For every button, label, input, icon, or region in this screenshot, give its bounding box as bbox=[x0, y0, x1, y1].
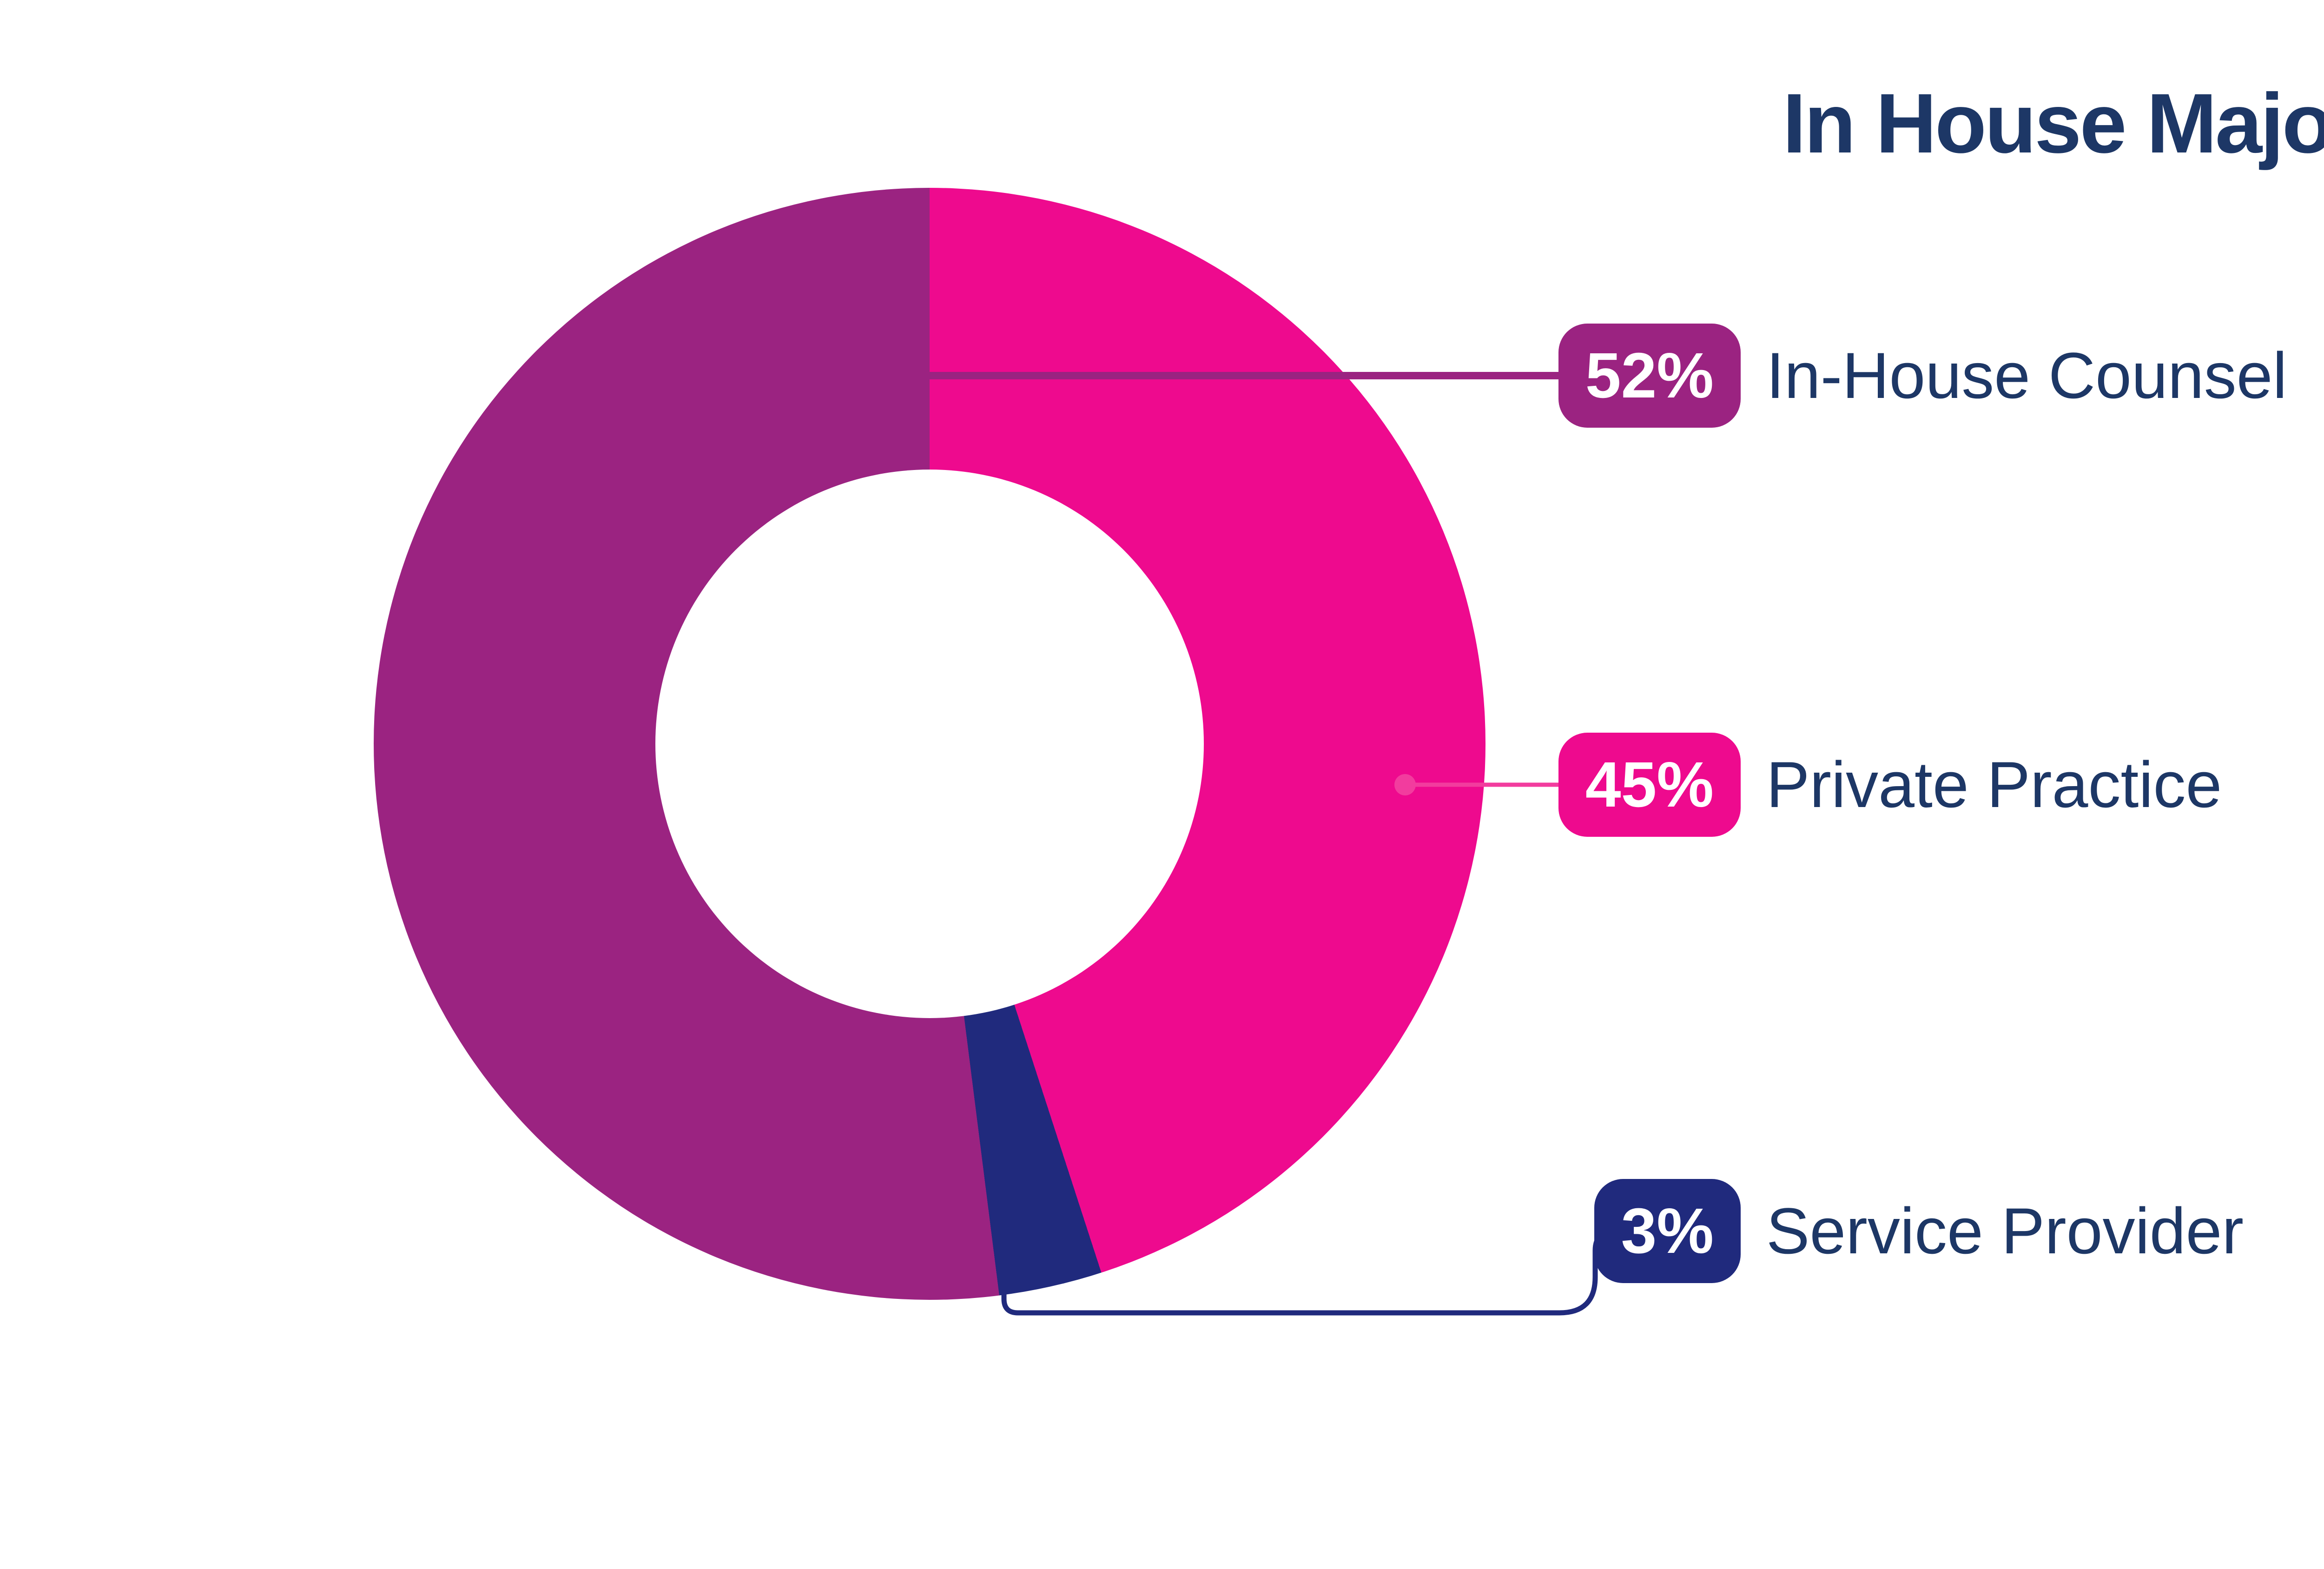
value-badge-private-practice: 45% bbox=[1558, 733, 1741, 837]
donut-hole bbox=[655, 470, 1204, 1018]
donut-chart bbox=[374, 188, 1486, 1300]
value-badge-in-house-counsel: 52% bbox=[1558, 324, 1741, 428]
label-private-practice: Private Practice bbox=[1766, 748, 2222, 821]
chart-title: In House Majority bbox=[1783, 76, 2324, 171]
label-service-provider: Service Provider bbox=[1766, 1194, 2244, 1267]
value-badge-service-provider: 3% bbox=[1594, 1179, 1741, 1283]
label-in-house-counsel: In-House Counsel bbox=[1766, 339, 2287, 412]
